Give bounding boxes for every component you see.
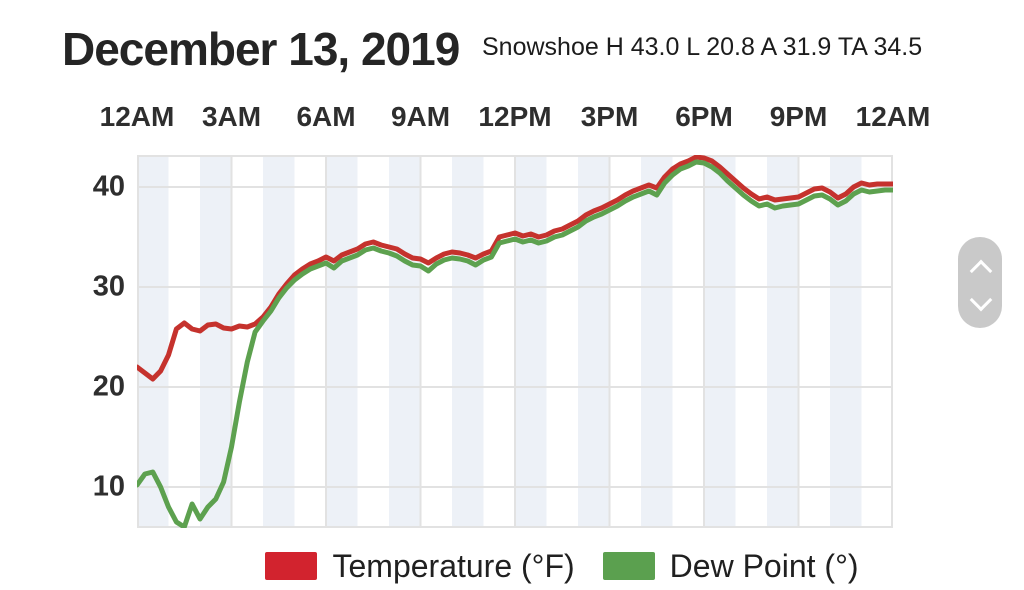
y-axis-label: 10 bbox=[92, 470, 125, 503]
chart-canvas bbox=[137, 155, 893, 528]
x-axis-label: 3AM bbox=[201, 101, 262, 132]
chevron-up-icon bbox=[969, 259, 993, 283]
day-scroll-control bbox=[958, 237, 1002, 328]
x-axis-label: 12PM bbox=[478, 101, 552, 132]
chevron-down-icon bbox=[969, 288, 993, 312]
dewpoint-swatch-icon bbox=[602, 552, 655, 580]
y-axis-label: 30 bbox=[92, 270, 125, 303]
x-axis-label: 6PM bbox=[675, 101, 733, 132]
y-axis: 10 20 30 40 bbox=[0, 0, 137, 590]
x-axis: 12AM 3AM 6AM 9AM 12PM 3PM 6PM 9PM 12AM bbox=[0, 101, 1024, 137]
legend-item-dewpoint: Dew Point (°) bbox=[602, 547, 859, 585]
x-axis-label: 9AM bbox=[390, 101, 451, 132]
scroll-down-button[interactable] bbox=[958, 283, 1002, 328]
page-title: December 13, 2019 bbox=[62, 23, 460, 75]
x-axis-label: 3PM bbox=[580, 101, 639, 132]
x-axis-label: 12AM bbox=[855, 101, 931, 132]
y-axis-label: 40 bbox=[92, 170, 125, 203]
legend-label-dewpoint: Dew Point (°) bbox=[669, 547, 859, 584]
chart-legend: Temperature (°F) Dew Point (°) bbox=[100, 545, 1024, 587]
scroll-up-button[interactable] bbox=[958, 237, 1002, 283]
x-axis-label: 12AM bbox=[99, 101, 175, 132]
x-axis-label: 9PM bbox=[769, 101, 828, 132]
station-stats: Snowshoe H 43.0 L 20.8 A 31.9 TA 34.5 bbox=[482, 33, 923, 61]
legend-item-temperature: Temperature (°F) bbox=[265, 547, 575, 585]
x-axis-label: 6AM bbox=[296, 101, 356, 132]
temperature-dewpoint-chart[interactable] bbox=[137, 155, 893, 528]
y-axis-label: 20 bbox=[92, 370, 125, 403]
legend-label-temperature: Temperature (°F) bbox=[332, 547, 575, 584]
temperature-swatch-icon bbox=[265, 552, 318, 580]
